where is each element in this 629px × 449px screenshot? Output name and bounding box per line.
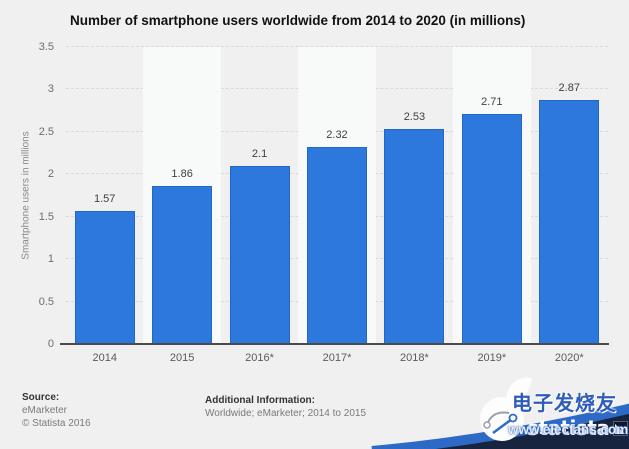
bar	[461, 114, 522, 344]
y-tick-label: 1	[47, 253, 54, 266]
copyright: © Statista 2016	[22, 418, 91, 429]
x-tick-label: 2019*	[477, 352, 507, 364]
additional-info-label: Additional Information:	[205, 395, 315, 406]
plot-area: 1.57 2014 1.86 2015 2.1 2016* 2.32 2017* 2.53 201…	[66, 46, 608, 364]
y-tick-label: 1.5	[38, 210, 54, 223]
statista-logo-text: statista	[527, 416, 610, 440]
bar-value-label: 1.86	[171, 168, 193, 181]
x-tick-label: 2016*	[245, 352, 274, 364]
y-axis-ticks: 0 0.5 1 1.5 2 2.5 3 3.5	[20, 41, 54, 350]
source-name: eMarketer	[22, 405, 68, 416]
bar-value-label: 2.32	[326, 129, 348, 142]
category-column: 2.53 2018*	[376, 47, 453, 364]
category-column: 2.32 2017*	[298, 47, 376, 364]
bar	[152, 186, 213, 344]
bar-value-label: 2.87	[558, 82, 580, 95]
bar-value-label: 2.71	[481, 96, 503, 109]
bar-value-label: 2.53	[403, 111, 426, 124]
category-column: 1.57 2014	[66, 47, 143, 364]
bar	[384, 129, 445, 344]
statista-logo-icon	[480, 377, 532, 441]
gridline	[66, 46, 608, 47]
chart-title: Number of smartphone users worldwide fro…	[70, 13, 526, 28]
category-column: 2.87 2020*	[531, 47, 608, 364]
statista-corner-decoration	[371, 377, 629, 449]
additional-info-text: Worldwide; eMarketer; 2014 to 2015	[205, 408, 367, 419]
additional-info-block: Additional Information: Worldwide; eMark…	[205, 394, 366, 420]
bar-value-label: 1.57	[94, 192, 116, 205]
logo-leaf	[506, 377, 532, 406]
bar	[229, 165, 290, 344]
y-tick-label: 0	[47, 338, 54, 350]
statista-square-icon	[613, 420, 629, 436]
category-column: 2.1 2016*	[221, 47, 298, 364]
source-label: Source:	[22, 392, 60, 403]
watermark-chinese-text: 电子发烧友	[512, 393, 617, 415]
y-tick-label: 3	[47, 83, 54, 96]
y-tick-label: 2.5	[38, 125, 54, 138]
x-tick-label: 2014	[92, 352, 117, 364]
y-tick-label: 3.5	[38, 41, 54, 53]
watermark-url-text: www.elecfans.com	[508, 422, 629, 437]
x-tick-label: 2017*	[322, 352, 352, 364]
bar-value-label: 2.1	[251, 147, 268, 160]
statista-wordmark: statista	[527, 416, 629, 440]
source-block: Source: eMarketer © Statista 2016	[22, 391, 91, 430]
category-column: 2.71 2019*	[453, 47, 531, 364]
x-tick-label: 2018*	[400, 352, 429, 364]
bar	[74, 210, 135, 344]
bar	[539, 100, 600, 344]
x-axis-line	[60, 343, 609, 345]
y-tick-label: 0.5	[38, 295, 54, 308]
y-tick-label: 2	[47, 168, 54, 181]
swoosh-navy	[392, 408, 629, 449]
x-tick-label: 2015	[169, 352, 195, 364]
category-column: 1.86 2015	[143, 47, 221, 364]
x-tick-label: 2020*	[554, 352, 584, 364]
bar	[306, 147, 367, 344]
